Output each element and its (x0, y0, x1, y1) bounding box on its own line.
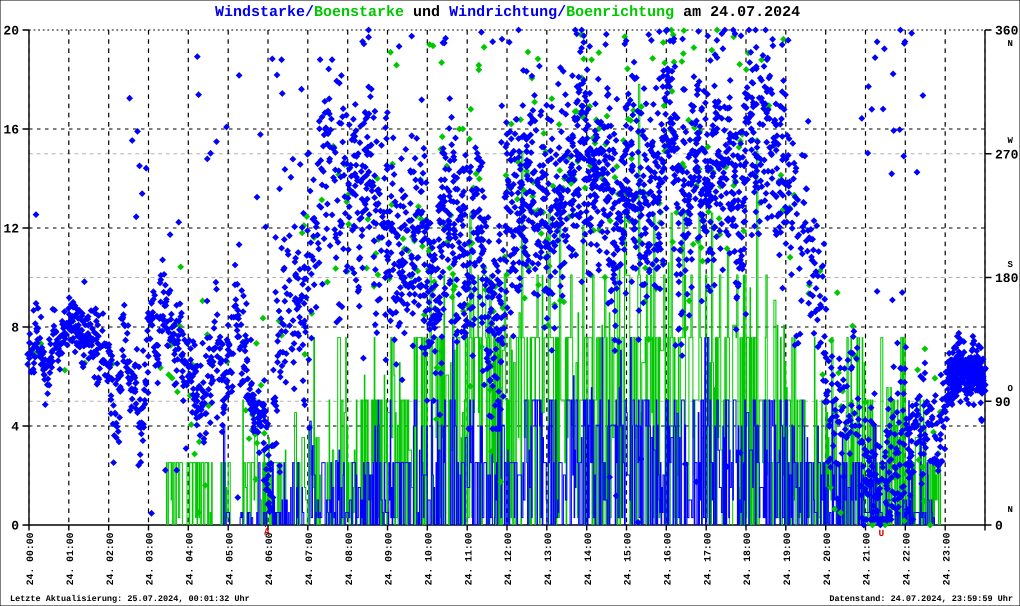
svg-text:24. 23:00: 24. 23:00 (941, 532, 952, 585)
svg-text:24. 16:00: 24. 16:00 (662, 532, 673, 585)
svg-text:360: 360 (995, 24, 1019, 39)
svg-text:24. 02:00: 24. 02:00 (105, 532, 116, 585)
svg-text:24. 18:00: 24. 18:00 (742, 532, 753, 585)
svg-text:90: 90 (995, 395, 1011, 410)
svg-text:24. 03:00: 24. 03:00 (145, 532, 156, 585)
svg-text:24. 01:00: 24. 01:00 (65, 532, 76, 585)
svg-text:A: A (264, 527, 270, 538)
svg-text:24. 00:00: 24. 00:00 (25, 532, 36, 585)
svg-text:24. 17:00: 24. 17:00 (702, 532, 713, 585)
svg-text:24. 07:00: 24. 07:00 (304, 532, 315, 585)
svg-text:24. 11:00: 24. 11:00 (463, 532, 474, 585)
svg-text:180: 180 (995, 271, 1019, 286)
svg-text:S: S (1008, 260, 1014, 270)
svg-text:24. 21:00: 24. 21:00 (862, 532, 873, 585)
svg-text:0: 0 (995, 519, 1003, 534)
svg-text:24. 15:00: 24. 15:00 (623, 532, 634, 585)
svg-text:24. 09:00: 24. 09:00 (384, 532, 395, 585)
svg-text:8: 8 (11, 321, 19, 336)
svg-text:24. 19:00: 24. 19:00 (782, 532, 793, 585)
svg-text:U: U (879, 528, 885, 539)
svg-text:24. 05:00: 24. 05:00 (224, 532, 235, 585)
svg-text:12: 12 (3, 222, 19, 237)
svg-text:Windstarke/Boenstarke und Wind: Windstarke/Boenstarke und Windrichtung/B… (215, 4, 800, 21)
svg-text:Letzte Aktualisierung: 25.07.2: Letzte Aktualisierung: 25.07.2024, 00:01… (10, 594, 250, 604)
svg-text:N: N (1008, 505, 1013, 515)
svg-text:0: 0 (11, 519, 19, 534)
svg-text:270: 270 (995, 147, 1019, 162)
svg-text:24. 14:00: 24. 14:00 (583, 532, 594, 585)
svg-text:N: N (1008, 39, 1013, 49)
svg-text:24. 08:00: 24. 08:00 (344, 532, 355, 585)
svg-text:20: 20 (3, 24, 19, 39)
svg-text:24. 20:00: 24. 20:00 (822, 532, 833, 585)
svg-text:24. 04:00: 24. 04:00 (184, 532, 195, 585)
svg-text:24. 10:00: 24. 10:00 (423, 532, 434, 585)
svg-text:4: 4 (11, 420, 19, 435)
svg-text:Datenstand: 24.07.2024, 23:59:: Datenstand: 24.07.2024, 23:59:59 Uhr (829, 594, 1013, 604)
svg-text:24. 06:00: 24. 06:00 (264, 532, 275, 585)
svg-text:O: O (1008, 384, 1014, 394)
svg-text:W: W (1008, 136, 1014, 146)
svg-text:24. 12:00: 24. 12:00 (503, 532, 514, 585)
svg-text:16: 16 (3, 123, 19, 138)
svg-text:24. 13:00: 24. 13:00 (543, 532, 554, 585)
svg-text:24. 22:00: 24. 22:00 (901, 532, 912, 585)
